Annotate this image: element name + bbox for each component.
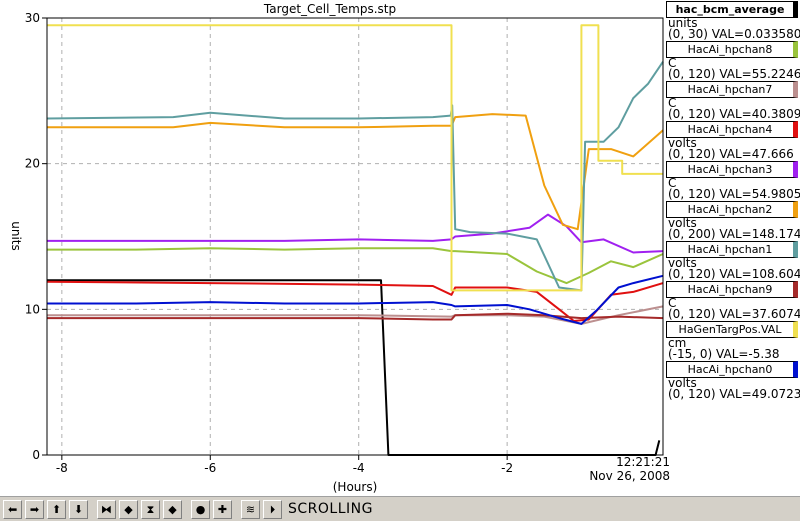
date-text: Nov 26, 2008 [589, 469, 670, 483]
legend-unit: volts [668, 376, 697, 390]
legend-entry[interactable]: HacAi_hpchan1 volts (0, 120) VAL=108.604 [664, 240, 800, 280]
series-line-hagentargpos-val [47, 24, 663, 292]
series-line-hacai-hpchan2 [47, 113, 664, 231]
scroll-right-button[interactable]: ➡ [25, 499, 44, 519]
zoom-x-in-button[interactable]: ⧓ [97, 499, 116, 519]
crosshair-button[interactable]: ✚ [213, 499, 232, 519]
legend-series-name[interactable]: HacAi_hpchan1 [666, 241, 798, 258]
legend-unit: C [668, 296, 677, 310]
toolbar: ➡ ➡ ⬆ ⬇ ⧓ ◆ ⧗ ◆ ● ✚ ≋ ⏵ SCROLLING [0, 496, 800, 521]
zoom-y-in-button[interactable]: ⧗ [141, 499, 160, 519]
series-line-hacai-hpchan8 [47, 247, 664, 285]
legend-series-name[interactable]: HaGenTargPos.VAL [666, 321, 798, 338]
y-axis-label: units [9, 221, 23, 251]
legend: hac_bcm_average units (0, 30) VAL=0.033580… [664, 0, 800, 455]
legend-entry[interactable]: HacAi_hpchan8 C (0, 120) VAL=55.2246 [664, 40, 800, 80]
autoscale-icon: ≋ [245, 502, 256, 516]
zoom-y-out-button[interactable]: ◆ [163, 499, 182, 519]
record-icon: ● [195, 502, 206, 516]
y-tick-label: 20 [25, 157, 40, 171]
scroll-right-icon: ➡ [29, 502, 40, 516]
legend-range-value: (0, 120) VAL=47.666 [668, 147, 794, 161]
zoom-x-in-icon: ⧓ [101, 502, 112, 516]
series-line-hac-bcm-average [47, 279, 661, 456]
legend-entry[interactable]: HacAi_hpchan9 C (0, 120) VAL=37.6074 [664, 280, 800, 320]
legend-range-value: (0, 120) VAL=37.6074 [668, 307, 800, 321]
series-line-hacai-hpchan0 [47, 274, 664, 325]
current-time-label: 12:21:21 Nov 26, 2008 [560, 455, 670, 483]
jump-to-end-button[interactable]: ⏵ [263, 499, 282, 519]
legend-series-name[interactable]: HacAi_hpchan4 [666, 121, 798, 138]
scroll-status-text: SCROLLING [288, 501, 373, 517]
plot-area[interactable]: -8 -6 -4 -2 0 10 20 30 Target_Cell_Temps.stp un… [0, 0, 664, 496]
legend-unit: C [668, 176, 677, 190]
legend-unit: cm [668, 336, 687, 350]
series-line-hacai-hpchan9 [47, 312, 664, 321]
x-tick-label: -8 [56, 461, 68, 475]
scroll-left-button[interactable]: ➡ [3, 499, 22, 519]
legend-entry[interactable]: HacAi_hpchan0 volts (0, 120) VAL=49.0723 [664, 360, 800, 400]
legend-series-name[interactable]: HacAi_hpchan2 [666, 201, 798, 218]
legend-entry[interactable]: HacAi_hpchan4 volts (0, 120) VAL=47.666 [664, 120, 800, 160]
y-tick-label: 10 [25, 302, 40, 316]
x-tick-label: -4 [353, 461, 365, 475]
series-line-hacai-hpchan1 [46, 61, 664, 292]
zoom-x-out-icon: ◆ [124, 502, 133, 516]
plot-frame [46, 17, 664, 456]
series-line-hacai-hpchan3 [47, 213, 664, 254]
legend-entry[interactable]: HacAi_hpchan3 C (0, 120) VAL=54.9805 [664, 160, 800, 200]
y-tick-label: 30 [25, 11, 40, 25]
legend-entry[interactable]: HacAi_hpchan7 C (0, 120) VAL=40.3809 [664, 80, 800, 120]
legend-entry[interactable]: HaGenTargPos.VAL cm (-15, 0) VAL=-5.38 [664, 320, 800, 360]
legend-series-name[interactable]: HacAi_hpchan8 [666, 41, 798, 58]
legend-series-name[interactable]: hac_bcm_average [666, 1, 798, 18]
legend-series-name[interactable]: HacAi_hpchan9 [666, 281, 798, 298]
legend-series-name[interactable]: HacAi_hpchan0 [666, 361, 798, 378]
legend-unit: units [668, 16, 698, 30]
scroll-up-icon: ⬆ [51, 502, 62, 516]
legend-unit: volts [668, 256, 697, 270]
scroll-up-button[interactable]: ⬆ [47, 499, 66, 519]
axes: -8 -6 -4 -2 0 10 20 30 [25, 11, 513, 475]
scroll-down-icon: ⬇ [73, 502, 84, 516]
y-tick-label: 0 [32, 448, 40, 462]
legend-range-value: (0, 200) VAL=148.174 [668, 227, 800, 241]
record-button[interactable]: ● [191, 499, 210, 519]
series-lines [46, 24, 664, 456]
legend-unit: volts [668, 136, 697, 150]
legend-range-value: (-15, 0) VAL=-5.38 [668, 347, 780, 361]
legend-range-value: (0, 120) VAL=55.2246 [668, 67, 800, 81]
autoscale-button[interactable]: ≋ [241, 499, 260, 519]
x-tick-label: -2 [501, 461, 513, 475]
scroll-down-button[interactable]: ⬇ [69, 499, 88, 519]
legend-range-value: (0, 120) VAL=40.3809 [668, 107, 800, 121]
jump-to-end-icon: ⏵ [269, 502, 276, 516]
x-axis-label: (Hours) [332, 480, 378, 494]
grid [47, 17, 663, 456]
legend-entry[interactable]: hac_bcm_average units (0, 30) VAL=0.033580… [664, 0, 800, 40]
x-tick-label: -6 [204, 461, 216, 475]
zoom-y-out-icon: ◆ [168, 502, 177, 516]
legend-entry[interactable]: HacAi_hpchan2 volts (0, 200) VAL=148.174 [664, 200, 800, 240]
legend-range-value: (0, 120) VAL=49.0723 [668, 387, 800, 401]
legend-series-name[interactable]: HacAi_hpchan3 [666, 161, 798, 178]
toolbar-buttons: ➡ ➡ ⬆ ⬇ ⧓ ◆ ⧗ ◆ ● ✚ ≋ ⏵ [0, 499, 282, 519]
scroll-left-icon: ➡ [7, 502, 18, 516]
legend-unit: volts [668, 216, 697, 230]
legend-range-value: (0, 120) VAL=54.9805 [668, 187, 800, 201]
crosshair-icon: ✚ [217, 502, 228, 516]
zoom-y-in-icon: ⧗ [146, 502, 155, 516]
legend-unit: C [668, 96, 677, 110]
clock-text: 12:21:21 [616, 455, 670, 469]
legend-range-value: (0, 30) VAL=0.0335804 [668, 27, 800, 41]
zoom-x-out-button[interactable]: ◆ [119, 499, 138, 519]
chart-title: Target_Cell_Temps.stp [263, 2, 396, 16]
legend-series-name[interactable]: HacAi_hpchan7 [666, 81, 798, 98]
legend-unit: C [668, 56, 677, 70]
legend-range-value: (0, 120) VAL=108.604 [668, 267, 800, 281]
